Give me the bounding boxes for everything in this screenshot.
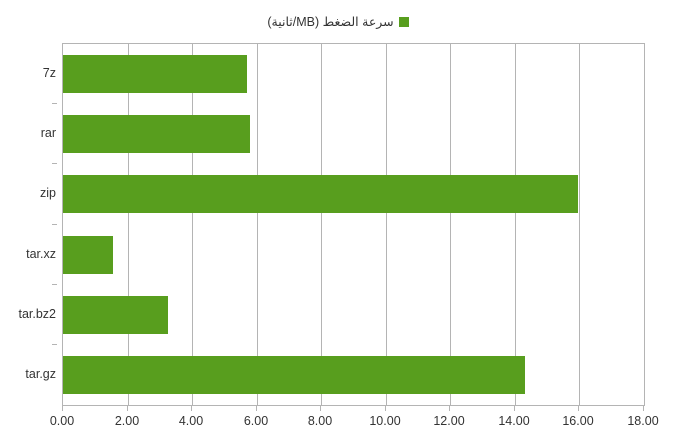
x-tick-label: 4.00: [178, 414, 204, 428]
x-tick-mark: [385, 406, 386, 411]
x-tick-label: 14.00: [498, 414, 530, 428]
x-tick-label: 18.00: [627, 414, 659, 428]
x-tick-mark: [256, 406, 257, 411]
y-tick-mark: [52, 224, 57, 225]
x-axis: 0.00 2.00 4.00 6.00 8.00 10.00 12.00 14.00 16.00…: [50, 406, 659, 443]
legend-label: سرعة الضغط (MB/ثانية): [267, 15, 394, 29]
x-tick-mark: [514, 406, 515, 411]
y-tick-label: tar.bz2: [18, 307, 56, 321]
y-tick-mark: [52, 344, 57, 345]
gridline: [515, 44, 516, 405]
x-tick-label: 2.00: [114, 414, 140, 428]
x-tick-label: 12.00: [433, 414, 465, 428]
x-tick-label: 8.00: [307, 414, 333, 428]
bar-tar.bz2: [63, 295, 168, 334]
bar-rar: [63, 115, 250, 154]
y-tick-mark: [52, 103, 57, 104]
bar-7z: [63, 55, 247, 93]
gridline: [257, 44, 258, 405]
x-tick-mark: [320, 406, 321, 411]
bar-band: [63, 345, 644, 405]
x-tick-mark: [191, 406, 192, 411]
y-tick-label: 7z: [42, 66, 56, 80]
bar-band: [63, 44, 644, 104]
gridline: [644, 44, 645, 405]
bar-zip: [63, 175, 578, 214]
x-tick-mark: [62, 406, 63, 411]
y-axis: 7z rar zip tar.xz tar.bz2 tar.gz: [0, 43, 57, 406]
chart-legend: سرعة الضغط (MB/ثانية): [0, 11, 676, 33]
gridline: [128, 44, 129, 405]
y-tick-label: tar.gz: [25, 367, 56, 381]
y-tick-label: tar.xz: [26, 247, 56, 261]
y-tick-mark: [52, 163, 57, 164]
x-tick-mark: [578, 406, 579, 411]
x-tick-label: 6.00: [243, 414, 269, 428]
y-tick-label: zip: [40, 186, 56, 200]
gridline: [579, 44, 580, 405]
legend-swatch-icon: [398, 17, 409, 27]
x-tick-label: 0.00: [49, 414, 75, 428]
gridline: [386, 44, 387, 405]
gridline: [321, 44, 322, 405]
bar-band: [63, 104, 644, 164]
bar-band: [63, 225, 644, 285]
bar-tar.gz: [63, 355, 525, 394]
x-tick-mark: [449, 406, 450, 411]
x-tick-label: 10.00: [369, 414, 401, 428]
gridline: [192, 44, 193, 405]
y-tick-label: rar: [40, 126, 56, 140]
x-tick-mark: [643, 406, 644, 411]
legend-entry-compression-speed: سرعة الضغط (MB/ثانية): [267, 15, 409, 29]
bar-band: [63, 164, 644, 224]
bar-band: [63, 285, 644, 345]
x-tick-mark: [127, 406, 128, 411]
y-tick-mark: [52, 284, 57, 285]
gridline: [450, 44, 451, 405]
x-tick-label: 16.00: [562, 414, 594, 428]
bar-tar.xz: [63, 235, 113, 274]
plot-area: [62, 43, 645, 406]
